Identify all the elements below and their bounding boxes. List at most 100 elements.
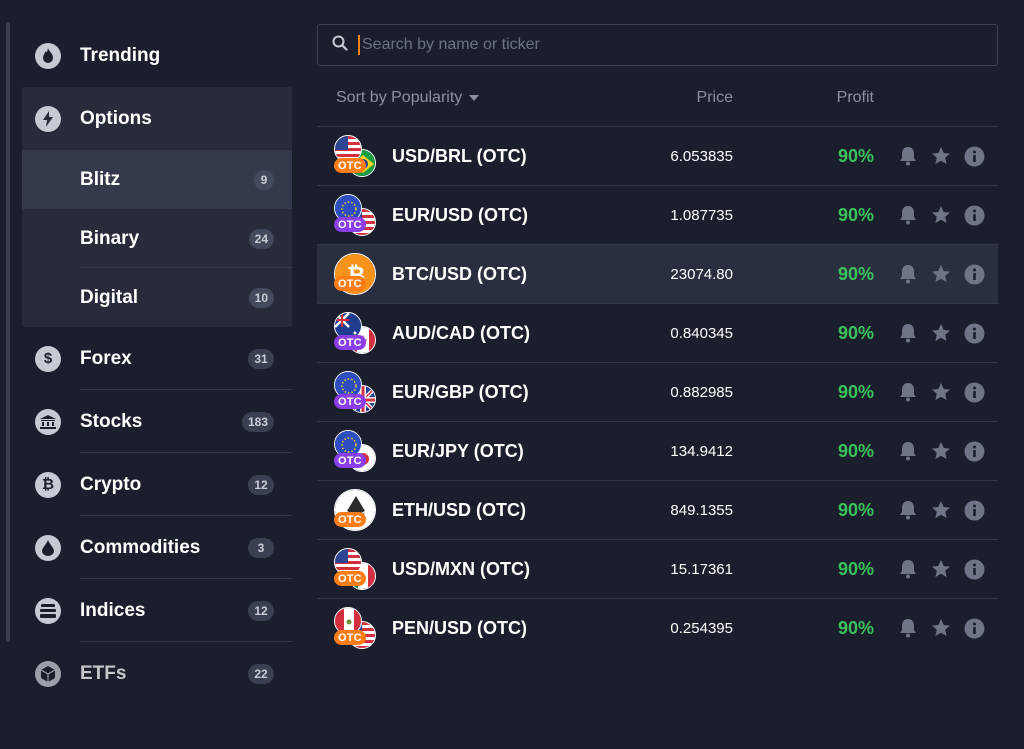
info-icon[interactable]	[963, 381, 985, 403]
asset-profit: 90%	[837, 558, 874, 579]
asset-name: PEN/USD (OTC)	[392, 617, 527, 638]
sidebar-item-label: Commodities	[80, 536, 201, 558]
info-icon[interactable]	[963, 499, 985, 521]
sidebar-subitem-label: Digital	[80, 286, 139, 308]
asset-profit: 90%	[837, 381, 874, 402]
stack-icon	[35, 597, 61, 624]
bell-icon[interactable]	[897, 499, 919, 521]
sidebar-subitem-blitz[interactable]: Blitz 9	[22, 150, 292, 209]
bell-icon[interactable]	[897, 322, 919, 344]
sidebar-subitem-label: Binary	[80, 227, 140, 249]
asset-flag-icon: OTC	[334, 607, 378, 651]
search-input[interactable]	[358, 35, 958, 55]
bell-icon[interactable]	[897, 263, 919, 285]
search-icon	[332, 35, 348, 56]
sidebar-item-label: Options	[80, 107, 152, 129]
list-header: Sort by Popularity Price Profit	[317, 78, 998, 118]
asset-row[interactable]: OTC USD/BRL (OTC) 6.053835 90%	[317, 126, 998, 185]
count-badge: 10	[248, 287, 274, 308]
bell-icon[interactable]	[897, 145, 919, 167]
sidebar-item-etfs[interactable]: ETFs 22	[22, 642, 292, 705]
sort-label: Sort by Popularity	[336, 89, 463, 106]
info-icon[interactable]	[963, 440, 985, 462]
info-icon[interactable]	[963, 617, 985, 639]
bell-icon[interactable]	[897, 204, 919, 226]
count-badge: 24	[248, 228, 274, 249]
asset-name: EUR/JPY (OTC)	[392, 440, 524, 461]
bell-icon[interactable]	[897, 558, 919, 580]
profit-column-header: Profit	[836, 89, 874, 106]
asset-profit: 90%	[837, 617, 874, 638]
asset-name: EUR/USD (OTC)	[392, 204, 528, 225]
asset-row[interactable]: OTC ETH/USD (OTC) 849.1355 90%	[317, 480, 998, 539]
star-icon[interactable]	[930, 204, 952, 226]
asset-price: 134.9412	[670, 442, 733, 460]
star-icon[interactable]	[930, 558, 952, 580]
bank-icon	[35, 408, 61, 435]
star-icon[interactable]	[930, 440, 952, 462]
sidebar-subitem-binary[interactable]: Binary 24	[22, 209, 292, 268]
asset-name: ETH/USD (OTC)	[392, 499, 526, 520]
info-icon[interactable]	[963, 322, 985, 344]
star-icon[interactable]	[930, 617, 952, 639]
asset-row[interactable]: OTC PEN/USD (OTC) 0.254395 90%	[317, 598, 998, 657]
row-actions	[897, 145, 985, 167]
sidebar-item-options[interactable]: Options	[22, 87, 292, 150]
asset-price: 0.254395	[670, 619, 733, 637]
otc-badge: OTC	[334, 453, 366, 468]
asset-row[interactable]: OTC EUR/GBP (OTC) 0.882985 90%	[317, 362, 998, 421]
sidebar-subitem-digital[interactable]: Digital 10	[22, 268, 292, 327]
star-icon[interactable]	[930, 499, 952, 521]
sidebar-item-stocks[interactable]: Stocks 183	[22, 390, 292, 453]
cube-icon	[35, 660, 61, 687]
asset-flag-icon: OTC	[334, 312, 378, 356]
sidebar-item-trending[interactable]: Trending	[22, 24, 292, 87]
options-group: Options Blitz 9 Binary 24 Digital 10	[22, 87, 292, 327]
asset-row[interactable]: OTC AUD/CAD (OTC) 0.840345 90%	[317, 303, 998, 362]
info-icon[interactable]	[963, 145, 985, 167]
count-badge: 183	[241, 411, 274, 432]
asset-name: USD/BRL (OTC)	[392, 145, 527, 166]
sidebar-scrollbar[interactable]	[6, 22, 10, 642]
row-actions	[897, 617, 985, 639]
sidebar-item-forex[interactable]: $ Forex 31	[22, 327, 292, 390]
bitcoin-icon: ₿	[35, 471, 61, 498]
star-icon[interactable]	[930, 322, 952, 344]
otc-badge: OTC	[334, 394, 366, 409]
star-icon[interactable]	[930, 263, 952, 285]
count-badge: 12	[248, 600, 274, 621]
asset-row[interactable]: OTC USD/MXN (OTC) 15.17361 90%	[317, 539, 998, 598]
sidebar-item-commodities[interactable]: Commodities 3	[22, 516, 292, 579]
asset-flag-icon: OTC	[334, 430, 378, 474]
otc-badge: OTC	[334, 158, 366, 173]
row-actions	[897, 204, 985, 226]
sort-dropdown[interactable]: Sort by Popularity	[336, 89, 480, 107]
drop-icon	[35, 534, 61, 561]
count-badge: 31	[248, 348, 274, 369]
info-icon[interactable]	[963, 204, 985, 226]
star-icon[interactable]	[930, 381, 952, 403]
bell-icon[interactable]	[897, 381, 919, 403]
asset-flag-icon: OTC	[334, 135, 378, 179]
star-icon[interactable]	[930, 145, 952, 167]
sidebar-item-label: Forex	[80, 347, 132, 369]
search-box	[317, 24, 998, 66]
asset-row[interactable]: OTC EUR/JPY (OTC) 134.9412 90%	[317, 421, 998, 480]
asset-name: AUD/CAD (OTC)	[392, 322, 530, 343]
sidebar-item-indices[interactable]: Indices 12	[22, 579, 292, 642]
flame-icon	[35, 42, 61, 69]
otc-badge: OTC	[334, 217, 366, 232]
sidebar-item-label: Trending	[80, 44, 161, 66]
sidebar-item-crypto[interactable]: ₿ Crypto 12	[22, 453, 292, 516]
asset-flag-icon: OTC	[334, 548, 378, 592]
otc-badge: OTC	[334, 571, 366, 586]
info-icon[interactable]	[963, 263, 985, 285]
info-icon[interactable]	[963, 558, 985, 580]
bell-icon[interactable]	[897, 617, 919, 639]
bell-icon[interactable]	[897, 440, 919, 462]
asset-row[interactable]: ₿OTC BTC/USD (OTC) 23074.80 90%	[317, 244, 998, 303]
asset-price: 0.840345	[670, 324, 733, 342]
asset-row[interactable]: OTC EUR/USD (OTC) 1.087735 90%	[317, 185, 998, 244]
count-badge: 9	[254, 169, 274, 190]
asset-profit: 90%	[837, 499, 874, 520]
